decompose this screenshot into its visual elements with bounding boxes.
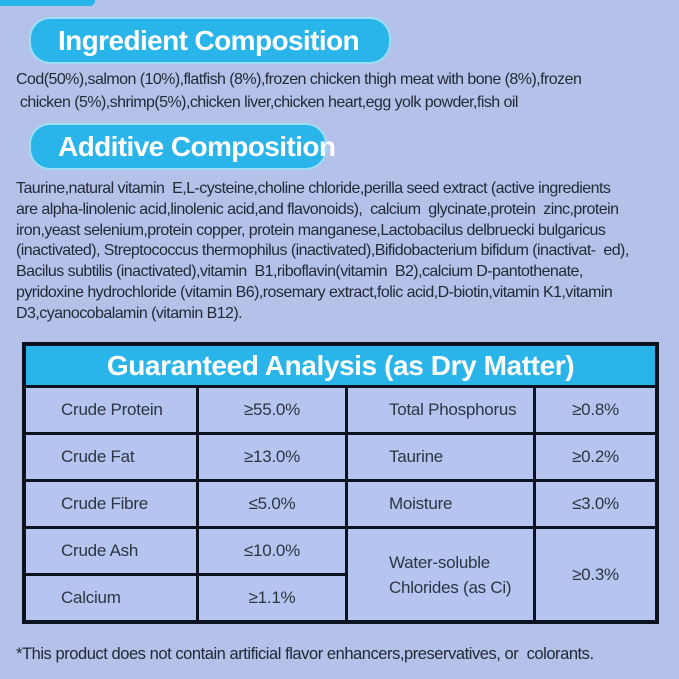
- additive-line: Taurine,natural vitamin E,L-cysteine,cho…: [16, 180, 611, 197]
- ingredient-line: Cod(50%),salmon (10%),flatfish (8%),froz…: [16, 71, 582, 88]
- analysis-value: ≥0.2%: [536, 435, 655, 479]
- footer-disclaimer: *This product does not contain artificia…: [16, 645, 594, 663]
- additive-line: Bacilus subtilis (inactivated),vitamin B…: [16, 263, 583, 281]
- analysis-label: Calcium: [26, 576, 196, 620]
- analysis-label: Moisture: [348, 482, 533, 526]
- guaranteed-analysis-grid: Crude Protein ≥55.0% Total Phosphorus ≥0…: [26, 388, 655, 620]
- analysis-label: Taurine: [348, 435, 533, 479]
- analysis-value: ≥55.0%: [199, 388, 345, 432]
- analysis-label: Total Phosphorus: [348, 388, 533, 432]
- ingredient-composition-text: Cod(50%),salmon (10%),flatfish (8%),froz…: [16, 68, 671, 114]
- analysis-merged-label-line: Chlorides (as Ci): [389, 577, 512, 597]
- analysis-merged-label: Water-soluble Chlorides (as Ci): [348, 529, 533, 620]
- analysis-value: ≥13.0%: [199, 435, 345, 479]
- additive-line: are alpha-linolenic acid,linolenic acid,…: [16, 200, 619, 218]
- additive-line: pyridoxine hydrochloride (vitamin B6),ro…: [16, 283, 613, 301]
- additive-composition-header: Additive Composition: [29, 123, 336, 170]
- analysis-label: Crude Ash: [26, 529, 196, 573]
- analysis-value: ≤3.0%: [536, 482, 655, 526]
- additive-line: D3,cyanocobalamin (vitamin B12).: [16, 304, 243, 322]
- additive-line: iron,yeast selenium,protein copper, prot…: [16, 221, 606, 239]
- ingredient-line: chicken (5%),shrimp(5%),chicken liver,ch…: [16, 94, 519, 111]
- analysis-merged-value: ≥0.3%: [536, 529, 655, 620]
- analysis-value: ≤5.0%: [199, 482, 345, 526]
- analysis-label: Crude Fat: [26, 435, 196, 479]
- additive-composition-title: Additive Composition: [58, 130, 336, 162]
- analysis-value: ≥1.1%: [199, 576, 345, 620]
- analysis-label: Crude Protein: [26, 388, 196, 432]
- analysis-merged-label-line: Water-soluble: [389, 552, 490, 572]
- ingredient-composition-title: Ingredient Composition: [58, 24, 360, 56]
- additive-composition-text: Taurine,natural vitamin E,L-cysteine,cho…: [16, 179, 671, 325]
- guaranteed-analysis-title: Guaranteed Analysis (as Dry Matter): [26, 346, 655, 385]
- cropped-cyan-strip: [0, 0, 95, 6]
- guaranteed-analysis-table: Guaranteed Analysis (as Dry Matter) Crud…: [22, 342, 659, 624]
- additive-line: (inactivated), Streptococcus thermophilu…: [16, 242, 629, 260]
- ingredient-composition-header: Ingredient Composition: [29, 17, 391, 64]
- analysis-value: ≤10.0%: [199, 529, 345, 573]
- analysis-value: ≥0.8%: [536, 388, 655, 432]
- analysis-label: Crude Fibre: [26, 482, 196, 526]
